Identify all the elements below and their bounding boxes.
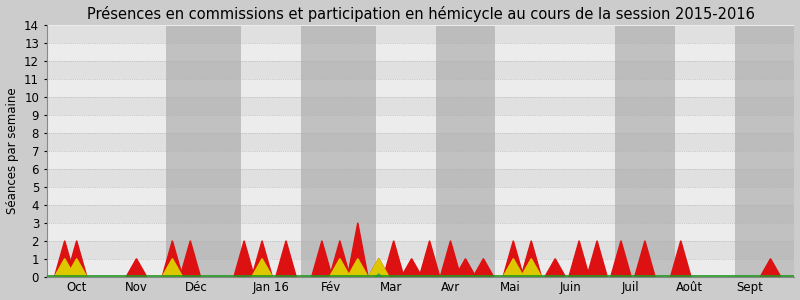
Polygon shape	[252, 259, 272, 277]
Bar	[46, 169, 794, 187]
Y-axis label: Séances par semaine: Séances par semaine	[6, 88, 18, 214]
Polygon shape	[376, 274, 382, 277]
Polygon shape	[369, 259, 389, 277]
Bar	[301, 26, 376, 277]
Bar	[46, 223, 794, 241]
Polygon shape	[312, 241, 332, 277]
Bar	[46, 97, 794, 115]
Polygon shape	[587, 241, 607, 277]
Polygon shape	[276, 241, 296, 277]
Polygon shape	[383, 241, 404, 277]
Polygon shape	[126, 259, 146, 277]
Bar	[734, 26, 794, 277]
Polygon shape	[419, 241, 440, 277]
Polygon shape	[611, 241, 631, 277]
Polygon shape	[634, 241, 655, 277]
Polygon shape	[234, 241, 254, 277]
Polygon shape	[670, 241, 691, 277]
Polygon shape	[440, 241, 461, 277]
Polygon shape	[162, 259, 182, 277]
Bar	[46, 187, 794, 205]
Polygon shape	[569, 241, 590, 277]
Bar	[615, 26, 675, 277]
Title: Présences en commissions et participation en hémicycle au cours de la session 20: Présences en commissions et participatio…	[86, 6, 754, 22]
Bar	[46, 61, 794, 79]
Bar	[46, 133, 794, 151]
Polygon shape	[54, 259, 75, 277]
Polygon shape	[348, 223, 368, 277]
Polygon shape	[521, 241, 542, 277]
Bar	[46, 26, 794, 44]
Bar	[46, 79, 794, 97]
Polygon shape	[162, 241, 182, 277]
Bar	[46, 115, 794, 133]
Polygon shape	[503, 259, 523, 277]
Polygon shape	[66, 259, 87, 277]
Bar	[46, 44, 794, 62]
Polygon shape	[66, 241, 87, 277]
Polygon shape	[474, 259, 494, 277]
Polygon shape	[330, 259, 350, 277]
Bar	[166, 26, 241, 277]
Polygon shape	[252, 241, 272, 277]
Bar	[46, 151, 794, 169]
Polygon shape	[330, 241, 350, 277]
Polygon shape	[180, 241, 201, 277]
Polygon shape	[545, 259, 566, 277]
Polygon shape	[503, 241, 523, 277]
Polygon shape	[402, 259, 422, 277]
Bar	[46, 241, 794, 259]
Polygon shape	[54, 241, 75, 277]
Bar	[435, 26, 495, 277]
Polygon shape	[455, 259, 476, 277]
Bar	[46, 259, 794, 277]
Polygon shape	[521, 259, 542, 277]
Polygon shape	[369, 259, 389, 277]
Polygon shape	[760, 259, 781, 277]
Bar	[46, 205, 794, 223]
Polygon shape	[348, 259, 368, 277]
